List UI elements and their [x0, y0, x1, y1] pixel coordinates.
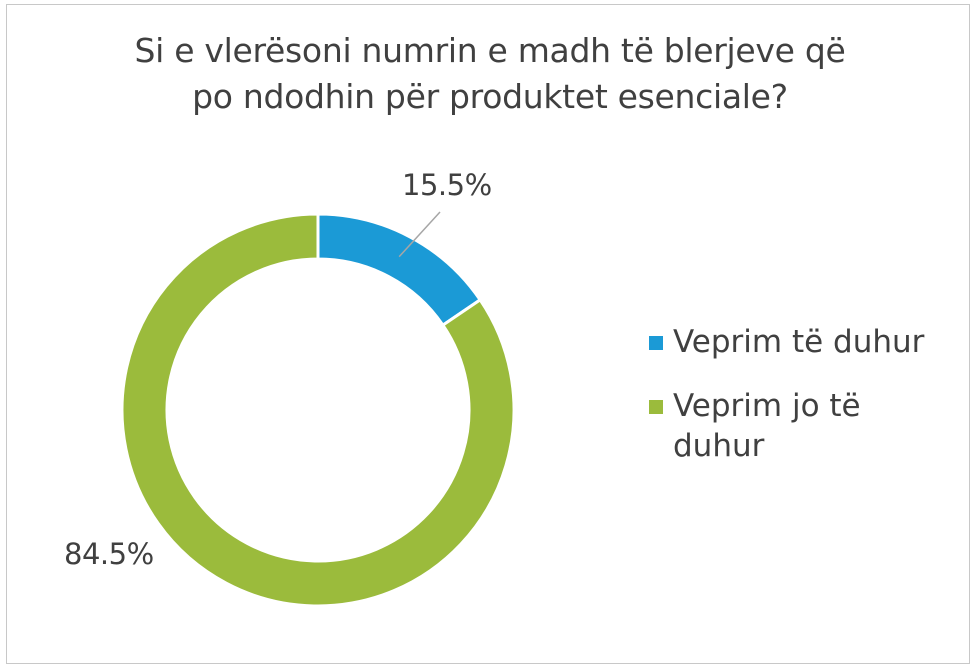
legend-swatch-green: [649, 400, 663, 414]
legend-swatch-blue: [649, 336, 663, 350]
data-label-veprim-jo-te-duhur: 84.5%: [64, 537, 154, 571]
legend-item-veprim-te-duhur: Veprim të duhur: [649, 322, 969, 362]
data-label-veprim-te-duhur: 15.5%: [402, 168, 492, 202]
data-label-leader-line: [398, 211, 441, 258]
legend-item-veprim-jo-te-duhur: Veprim jo të duhur: [649, 386, 969, 466]
chart-title-line-1: Si e vlerësoni numrin e madh të blerjeve…: [134, 31, 846, 70]
chart-legend: Veprim të duhur Veprim jo të duhur: [649, 322, 969, 490]
chart-title-line-2: po ndodhin për produktet esenciale?: [192, 77, 788, 116]
chart-title: Si e vlerësoni numrin e madh të blerjeve…: [0, 28, 980, 120]
legend-label: Veprim jo të duhur: [673, 388, 861, 464]
legend-label: Veprim të duhur: [673, 324, 925, 360]
donut-slice-veprim-te-duhur: [316, 212, 483, 328]
donut-slice-veprim-jo-te-duhur: [120, 212, 516, 608]
